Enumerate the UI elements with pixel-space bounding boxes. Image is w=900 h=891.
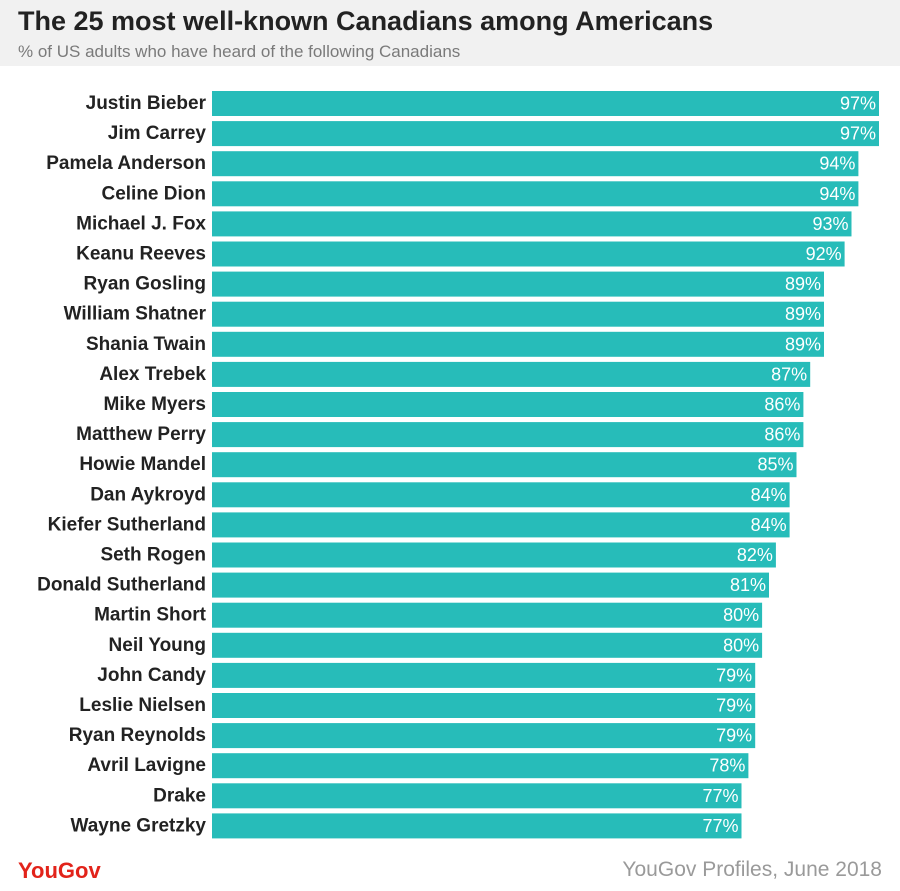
value-label: 85%	[757, 455, 793, 475]
category-label: Kiefer Sutherland	[48, 514, 206, 535]
value-label: 97%	[840, 94, 876, 114]
category-label: Seth Rogen	[100, 545, 206, 566]
value-label: 79%	[716, 696, 752, 716]
category-label: Wayne Gretzky	[70, 815, 206, 836]
bar-mike-myers	[212, 392, 804, 417]
source-note: YouGov Profiles, June 2018	[622, 858, 882, 881]
value-label: 89%	[785, 304, 821, 324]
value-label: 80%	[723, 605, 759, 625]
value-label: 93%	[812, 214, 848, 234]
category-label: Neil Young	[109, 635, 206, 656]
bar-howie-mandel	[212, 452, 797, 478]
bar-ryan-gosling	[212, 271, 824, 297]
category-label: Howie Mandel	[79, 454, 206, 475]
value-label: 77%	[702, 816, 738, 836]
chart-title: The 25 most well-known Canadians among A…	[18, 6, 714, 36]
category-label: Donald Sutherland	[37, 575, 206, 596]
category-label: Keanu Reeves	[76, 244, 206, 265]
value-label: 94%	[819, 154, 855, 174]
bar-martin-short	[212, 602, 763, 628]
value-label: 79%	[716, 665, 752, 685]
value-label: 97%	[840, 124, 876, 144]
category-label: Jim Carrey	[108, 123, 207, 144]
value-label: 92%	[806, 244, 842, 264]
category-label: Drake	[153, 785, 206, 806]
category-label: Michael J. Fox	[76, 213, 206, 234]
bar-celine-dion	[212, 181, 859, 207]
category-label: Avril Lavigne	[87, 755, 206, 776]
value-label: 84%	[751, 485, 787, 505]
category-label: Alex Trebek	[99, 364, 206, 385]
bar-john-candy	[212, 662, 756, 688]
bar-justin-bieber	[212, 91, 879, 116]
category-label: Pamela Anderson	[46, 153, 206, 174]
category-label: Dan Aykroyd	[90, 484, 206, 505]
bar-chart: Justin Bieber 97% Jim Carrey 97% Pamela Ande…	[37, 91, 879, 839]
bar-keanu-reeves	[212, 241, 845, 267]
bar-shania-twain	[212, 331, 824, 357]
value-label: 89%	[785, 334, 821, 354]
category-label: Ryan Gosling	[84, 274, 206, 295]
bar-jim-carrey	[212, 121, 879, 147]
bar-drake	[212, 783, 742, 809]
bar-pamela-anderson	[212, 151, 859, 177]
value-label: 77%	[702, 786, 738, 806]
bar-wayne-gretzky	[212, 813, 742, 839]
category-label: Shania Twain	[86, 334, 206, 355]
category-label: Martin Short	[94, 605, 207, 626]
category-label: Ryan Reynolds	[69, 725, 206, 746]
chart-subtitle: % of US adults who have heard of the fol…	[18, 42, 461, 61]
category-label: John Candy	[97, 665, 206, 686]
bar-leslie-nielsen	[212, 693, 756, 718]
bar-neil-young	[212, 632, 763, 658]
bar-avril-lavigne	[212, 753, 749, 779]
category-label: Celine Dion	[101, 183, 206, 204]
bar-alex-trebek	[212, 361, 811, 387]
category-label: Justin Bieber	[86, 93, 207, 114]
category-label: William Shatner	[64, 304, 207, 325]
value-label: 84%	[751, 515, 787, 535]
value-label: 80%	[723, 635, 759, 655]
value-label: 86%	[764, 395, 800, 415]
bar-donald-sutherland	[212, 572, 769, 598]
bar-kiefer-sutherland	[212, 512, 790, 538]
value-label: 82%	[737, 545, 773, 565]
value-label: 86%	[764, 425, 800, 445]
value-label: 87%	[771, 364, 807, 384]
category-label: Matthew Perry	[76, 424, 206, 445]
value-label: 79%	[716, 726, 752, 746]
header-band: The 25 most well-known Canadians among A…	[0, 0, 900, 66]
category-label: Mike Myers	[104, 394, 206, 415]
category-label: Leslie Nielsen	[79, 695, 206, 716]
value-label: 78%	[709, 756, 745, 776]
value-label: 81%	[730, 575, 766, 595]
bar-william-shatner	[212, 301, 824, 327]
value-label: 89%	[785, 274, 821, 294]
value-label: 94%	[819, 184, 855, 204]
brand-logo: YouGov	[18, 858, 101, 883]
bar-michael-j-fox	[212, 211, 852, 237]
bar-seth-rogen	[212, 542, 776, 568]
bar-matthew-perry	[212, 422, 804, 448]
bar-dan-aykroyd	[212, 482, 790, 508]
bar-ryan-reynolds	[212, 723, 756, 749]
